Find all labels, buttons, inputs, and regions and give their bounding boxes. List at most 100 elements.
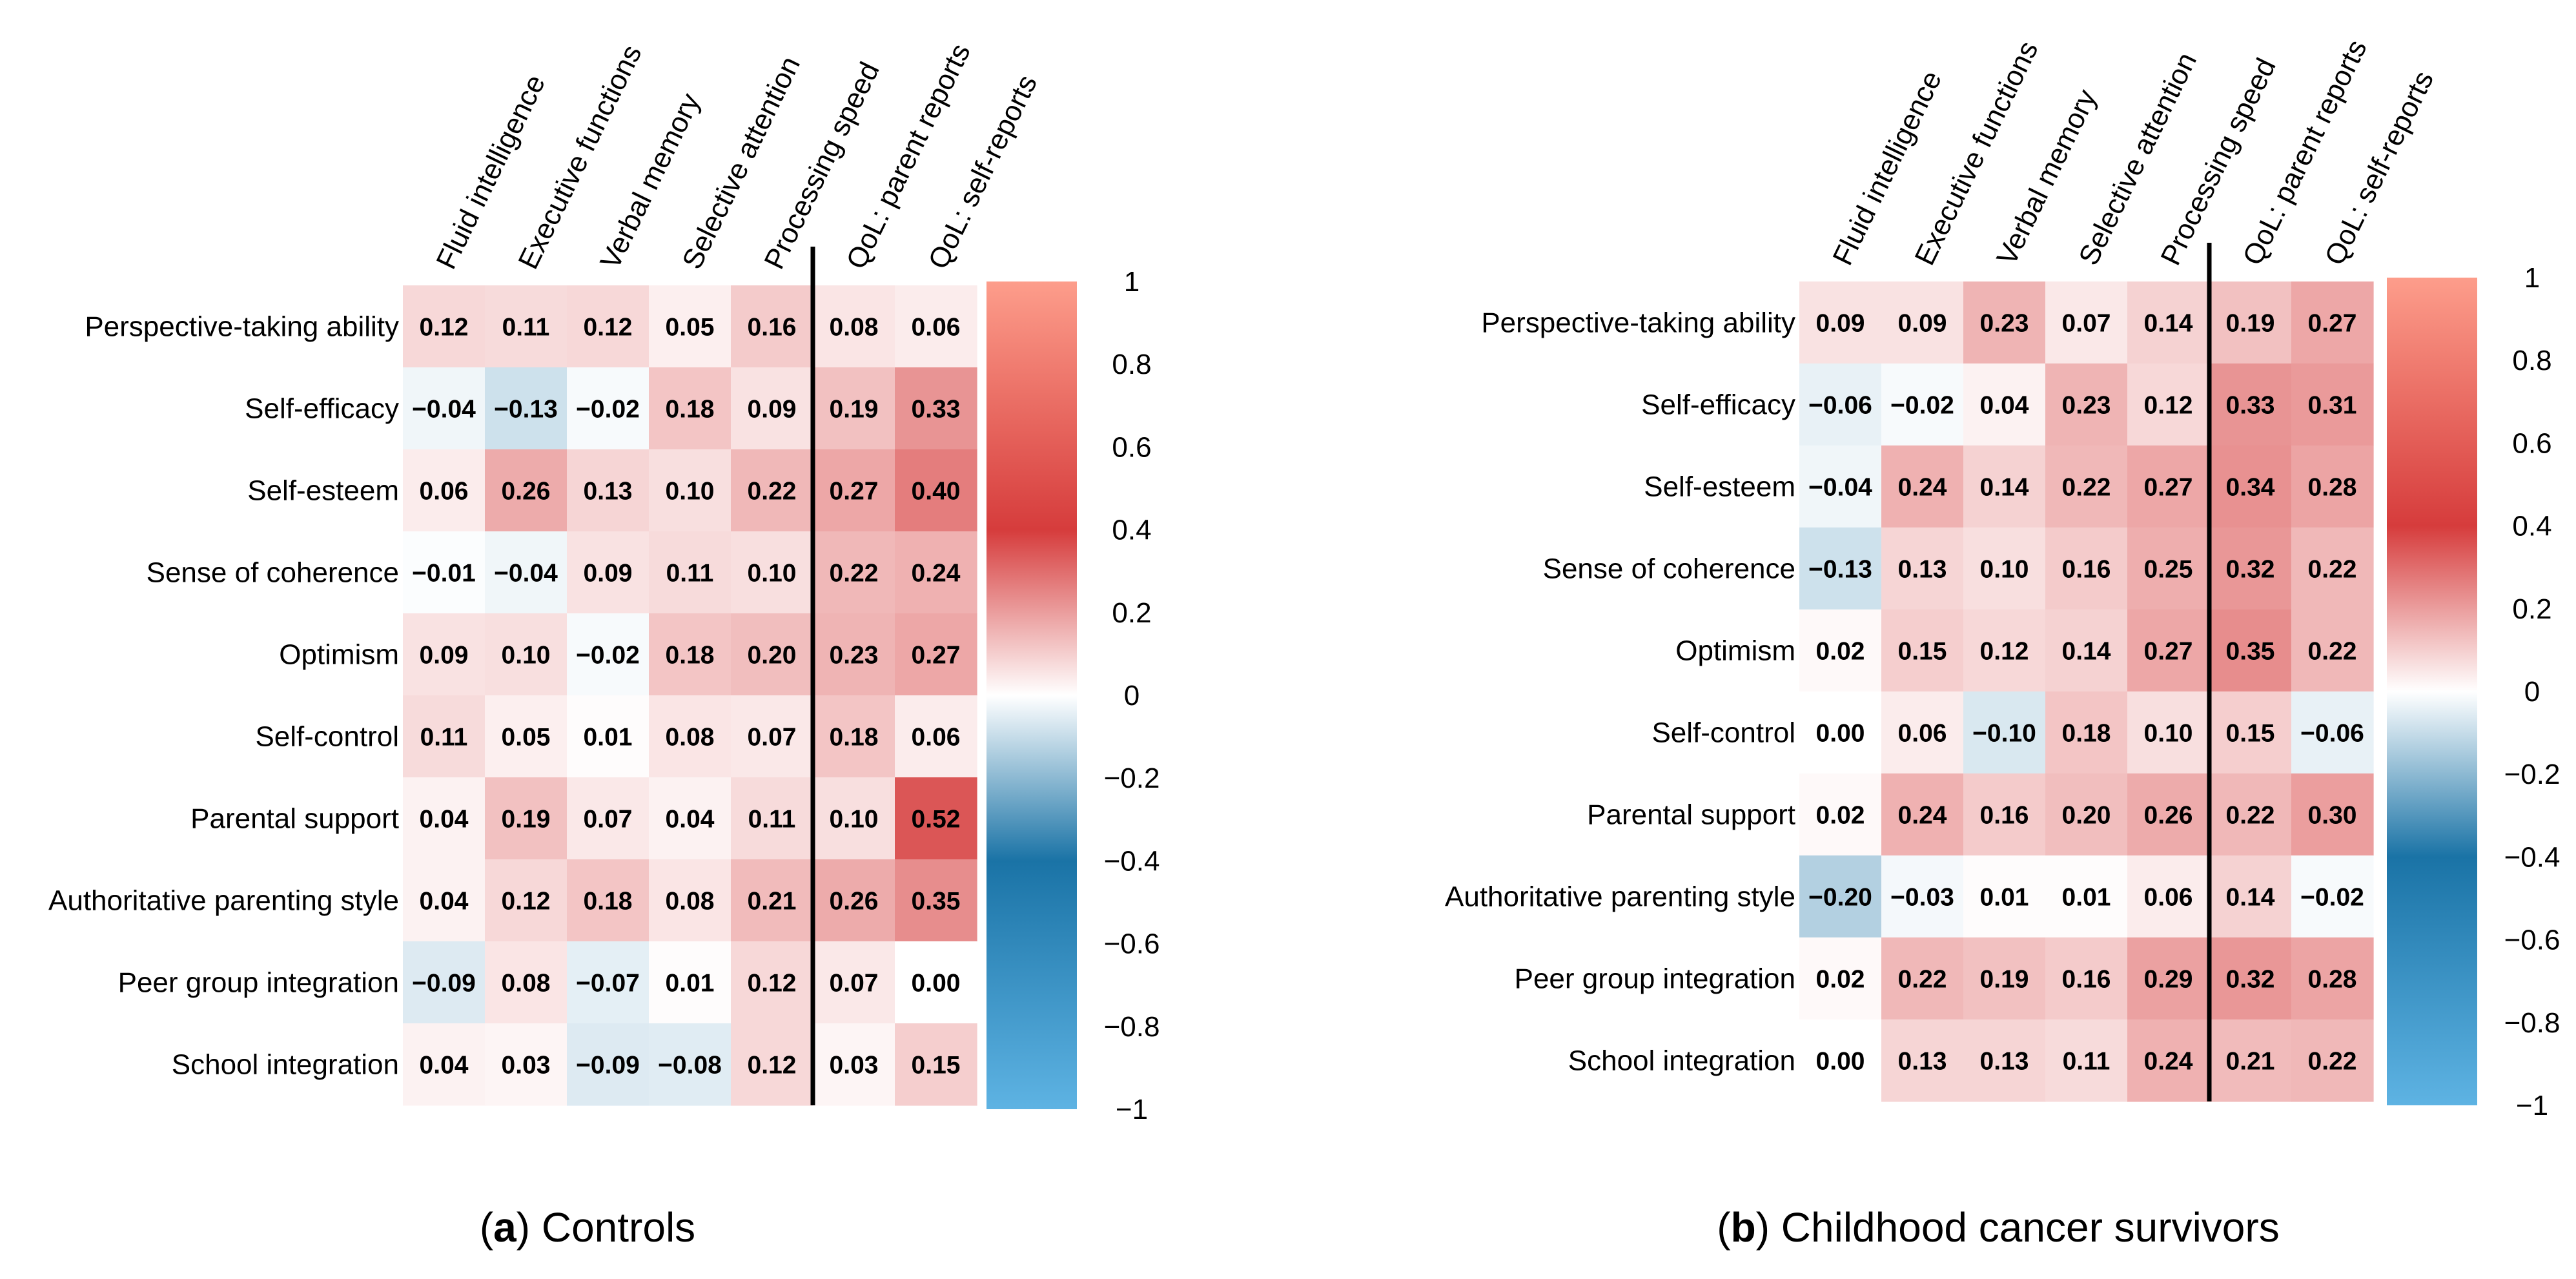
row-label: Peer group integration — [118, 967, 399, 999]
heatmap-cell — [567, 859, 649, 942]
heatmap-cell — [1963, 773, 2046, 856]
heatmap-cell — [2209, 609, 2292, 692]
heatmap-cell — [1963, 691, 2046, 774]
cell-value-label: 0.07 — [2062, 310, 2111, 338]
cell-value-label: 0.06 — [420, 478, 469, 506]
heatmap-cell — [2209, 445, 2292, 528]
heatmap-cell — [2291, 937, 2374, 1020]
colorbar-tick-label: 1 — [2524, 262, 2540, 294]
cell-value-label: 0.09 — [584, 560, 633, 588]
heatmap-cell — [567, 695, 649, 778]
colorbar-tick-label: 0.2 — [2512, 593, 2551, 625]
cell-value-label: 0.30 — [2308, 802, 2357, 830]
heatmap-cell — [403, 449, 486, 532]
cell-value-label: 0.05 — [502, 724, 551, 752]
cell-value-label: 0.07 — [830, 970, 879, 998]
cell-value-label: 0.06 — [1898, 720, 1947, 748]
cell-value-label: 0.15 — [1898, 638, 1947, 666]
heatmap-cell — [649, 449, 731, 532]
cell-value-label: 0.12 — [502, 888, 551, 916]
colorbar-tick-label: −1 — [2516, 1090, 2548, 1121]
heatmap-cell — [895, 285, 977, 368]
heatmap-cell — [2291, 1019, 2374, 1102]
cell-value-label: 0.13 — [1898, 556, 1947, 584]
heatmap-cell — [731, 613, 813, 696]
heatmap-cell — [2291, 527, 2374, 610]
cell-value-label: 0.06 — [2144, 884, 2193, 912]
heatmap-cell — [731, 449, 813, 532]
heatmap-cell — [1963, 527, 2046, 610]
heatmap-cell — [2291, 281, 2374, 364]
heatmap-cell — [2127, 855, 2210, 938]
cell-value-label: −0.08 — [658, 1052, 722, 1079]
heatmap-cell — [403, 777, 486, 860]
cell-value-label: 0.02 — [1816, 966, 1865, 994]
heatmap-cell — [813, 367, 895, 450]
cell-value-label: 0.12 — [748, 1052, 797, 1079]
cell-value-label: −0.01 — [412, 560, 476, 588]
heatmap-cell — [2291, 855, 2374, 938]
cell-value-label: 0.32 — [2226, 966, 2275, 994]
heatmap-cell — [2209, 281, 2292, 364]
colorbar-tick-label: −0.4 — [2504, 841, 2561, 873]
colorbar-tick-label: 0.2 — [1112, 597, 1151, 629]
caption-survivors: (b) Childhood cancer survivors — [1717, 1204, 2279, 1251]
cell-value-label: 0.01 — [666, 970, 715, 998]
colorbar-tick-label: −1 — [1116, 1094, 1148, 1125]
heatmap-cell — [1963, 281, 2046, 364]
heatmap-cell — [403, 695, 486, 778]
cell-value-label: 0.01 — [2062, 884, 2111, 912]
row-label: Optimism — [279, 639, 399, 671]
row-label: Optimism — [1675, 635, 1795, 667]
heatmap-cell — [567, 777, 649, 860]
heatmap-cell — [2209, 527, 2292, 610]
heatmap-cell — [2291, 691, 2374, 774]
heatmap-cell — [485, 777, 567, 860]
cell-value-label: 0.27 — [830, 478, 879, 506]
heatmap-cell — [1963, 609, 2046, 692]
heatmap-cell — [895, 449, 977, 532]
caption-letter: a — [493, 1204, 516, 1251]
heatmap-cell — [1799, 281, 1882, 364]
heatmap-cell — [2045, 281, 2128, 364]
cell-value-label: 0.12 — [748, 970, 797, 998]
colorbar-tick-label: 0.8 — [1112, 349, 1151, 380]
cell-value-label: 0.11 — [666, 560, 714, 588]
cell-value-label: −0.03 — [1890, 884, 1954, 912]
cell-value-label: 0.18 — [666, 396, 715, 424]
heatmap-cell — [2209, 1019, 2292, 1102]
cell-value-label: −0.04 — [1808, 474, 1872, 502]
heatmap-cell — [567, 531, 649, 614]
colorbar-tick-label: 0.6 — [1112, 431, 1151, 463]
colorbar-tick-label: 0.8 — [2512, 345, 2551, 376]
cell-value-label: −0.02 — [1890, 392, 1954, 420]
row-label: Self-control — [255, 721, 399, 753]
cell-value-label: 0.19 — [1980, 966, 2029, 994]
heatmap-cell — [895, 531, 977, 614]
cell-value-label: 0.13 — [1898, 1048, 1947, 1076]
heatmap-cell — [813, 941, 895, 1024]
cell-value-label: 0.27 — [2308, 310, 2357, 338]
cell-value-label: 0.03 — [502, 1052, 551, 1079]
cell-value-label: 0.14 — [1980, 474, 2029, 502]
cell-value-label: 0.20 — [2062, 802, 2111, 830]
heatmap-cell — [1799, 445, 1882, 528]
row-label: Perspective-taking ability — [1481, 307, 1795, 339]
heatmap-cell — [1881, 363, 1964, 446]
heatmap-cell — [403, 859, 486, 942]
colorbar-tick-label: 1 — [1124, 266, 1140, 298]
heatmap-cell — [2291, 773, 2374, 856]
cell-value-label: 0.07 — [584, 806, 633, 834]
row-label: Authoritative parenting style — [1445, 881, 1795, 913]
cell-value-label: 0.23 — [830, 642, 879, 670]
colorbar-tick-label: −0.6 — [2504, 925, 2561, 956]
heatmap-cell — [567, 613, 649, 696]
cell-value-label: 0.04 — [1980, 392, 2029, 420]
colorbar — [986, 281, 1077, 1109]
heatmap-cell — [649, 941, 731, 1024]
row-label: Self-efficacy — [1641, 389, 1795, 421]
row-label: Sense of coherence — [1543, 553, 1795, 585]
cell-value-label: −0.13 — [494, 396, 558, 424]
row-label: Parental support — [1587, 799, 1795, 831]
heatmap-cell — [1963, 445, 2046, 528]
